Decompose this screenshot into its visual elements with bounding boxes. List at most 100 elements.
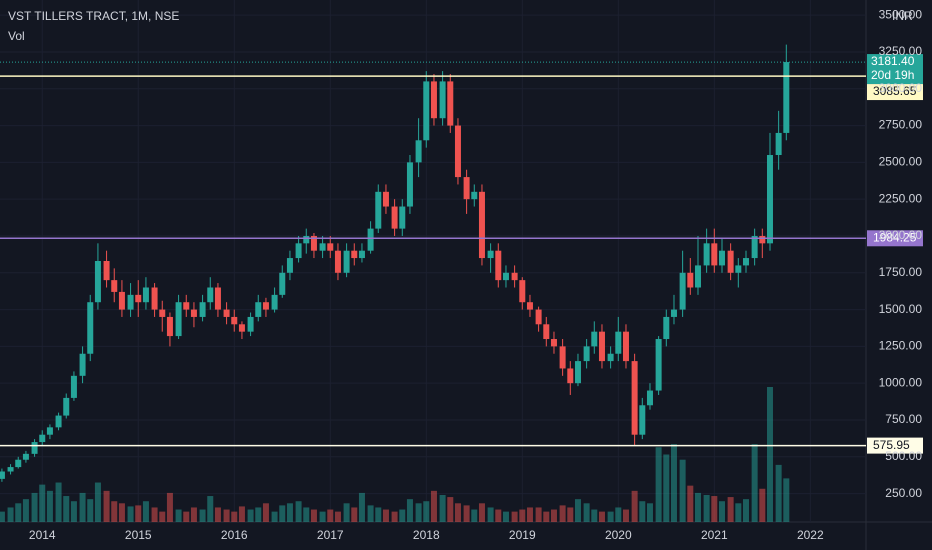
volume-bar — [214, 507, 221, 522]
currency-box — [888, 7, 920, 25]
candle-body — [94, 261, 101, 303]
candle-body — [502, 272, 509, 281]
candle-body — [319, 243, 326, 251]
volume-bar — [447, 497, 454, 522]
volume-bar — [703, 495, 710, 522]
candle-body — [454, 125, 461, 178]
candle-body — [607, 353, 614, 362]
candle-body — [63, 397, 70, 416]
volume-bar — [574, 499, 581, 522]
volume — [0, 387, 790, 522]
volume-bar — [199, 509, 206, 522]
volume-bar — [615, 507, 622, 522]
candle-body — [255, 302, 262, 317]
volume-bar — [351, 507, 358, 522]
last-price-box — [867, 54, 923, 85]
x-tick-label: 2014 — [29, 528, 56, 542]
y-tick-label: 1750.00 — [879, 265, 923, 279]
volume-bar — [103, 490, 110, 522]
volume-bar — [255, 507, 262, 522]
volume-bar — [166, 492, 173, 522]
volume-bar — [63, 496, 70, 522]
candle-body — [303, 235, 310, 244]
volume-bar — [358, 492, 365, 522]
volume-bar — [406, 499, 413, 522]
volume-bar — [135, 505, 142, 522]
candle-body — [399, 206, 406, 229]
y-tick-label: 3500.00 — [879, 7, 923, 21]
y-tick-label: 750.00 — [885, 412, 922, 426]
volume-bar — [766, 387, 773, 522]
candle-body — [679, 272, 686, 310]
candle-body — [142, 287, 149, 303]
volume-bar — [382, 509, 389, 522]
volume-bar — [543, 511, 550, 522]
volume-bar — [151, 507, 158, 522]
candle-body — [471, 191, 478, 200]
volume-bar — [375, 507, 382, 522]
volume-bar — [327, 509, 334, 522]
volume-bar — [646, 503, 653, 522]
volume-bar — [567, 507, 574, 522]
volume-bar — [79, 492, 86, 522]
candle-body — [463, 177, 470, 200]
candle-body — [375, 191, 382, 229]
candle-body — [31, 442, 38, 454]
x-tick-label: 2021 — [701, 528, 728, 542]
candle-body — [79, 353, 86, 376]
candle-body — [687, 272, 694, 288]
volume-bar — [622, 509, 629, 522]
volume-bar — [430, 490, 437, 522]
candle-body — [358, 250, 365, 259]
candle-body — [727, 250, 734, 273]
candle-body — [711, 243, 718, 266]
candle-body — [367, 228, 374, 251]
volume-bar — [207, 496, 214, 522]
volume-bar — [559, 505, 566, 522]
level-label: 575.95 — [873, 438, 910, 452]
candle-body — [646, 390, 653, 406]
candle-body — [7, 467, 14, 472]
volume-bar — [70, 501, 77, 522]
level-label: 3085.65 — [873, 84, 917, 98]
volume-bar — [343, 503, 350, 522]
volume-bar — [310, 509, 317, 522]
volume-bar — [495, 509, 502, 522]
candle-body — [46, 427, 53, 435]
y-tick-label: 3000.00 — [879, 81, 923, 95]
y-tick-label: 1500.00 — [879, 302, 923, 316]
volume-bar — [303, 507, 310, 522]
volume-bar — [279, 505, 286, 522]
candle-body — [694, 265, 701, 288]
candle-body — [247, 316, 254, 332]
volume-bar — [31, 492, 38, 522]
last-price-label: 3181.40 — [871, 54, 915, 68]
grid — [0, 0, 866, 522]
candle-body — [207, 287, 214, 303]
y-tick-label: 2750.00 — [879, 118, 923, 132]
candle-body — [135, 294, 142, 303]
volume-bar — [223, 509, 230, 522]
candle-body — [382, 191, 389, 207]
volume-bar — [454, 503, 461, 522]
candle-body — [718, 250, 725, 266]
volume-bar — [694, 492, 701, 522]
candle-body — [111, 280, 118, 292]
volume-bar — [679, 459, 686, 522]
volume-bar — [22, 499, 29, 522]
volume-bar — [751, 444, 758, 522]
volume-bar — [334, 511, 341, 522]
candle-body — [190, 309, 197, 317]
volume-bar — [55, 482, 62, 522]
candle-body — [159, 309, 166, 317]
volume-bar — [15, 503, 22, 522]
candle-body — [535, 309, 542, 325]
candle-body — [262, 302, 269, 310]
volume-bar — [735, 503, 742, 522]
volume-bar — [423, 501, 430, 522]
x-tick-label: 2022 — [797, 528, 824, 542]
y-tick-label: 250.00 — [885, 486, 922, 500]
y-tick-label: 1000.00 — [879, 375, 923, 389]
candle-body — [622, 331, 629, 362]
